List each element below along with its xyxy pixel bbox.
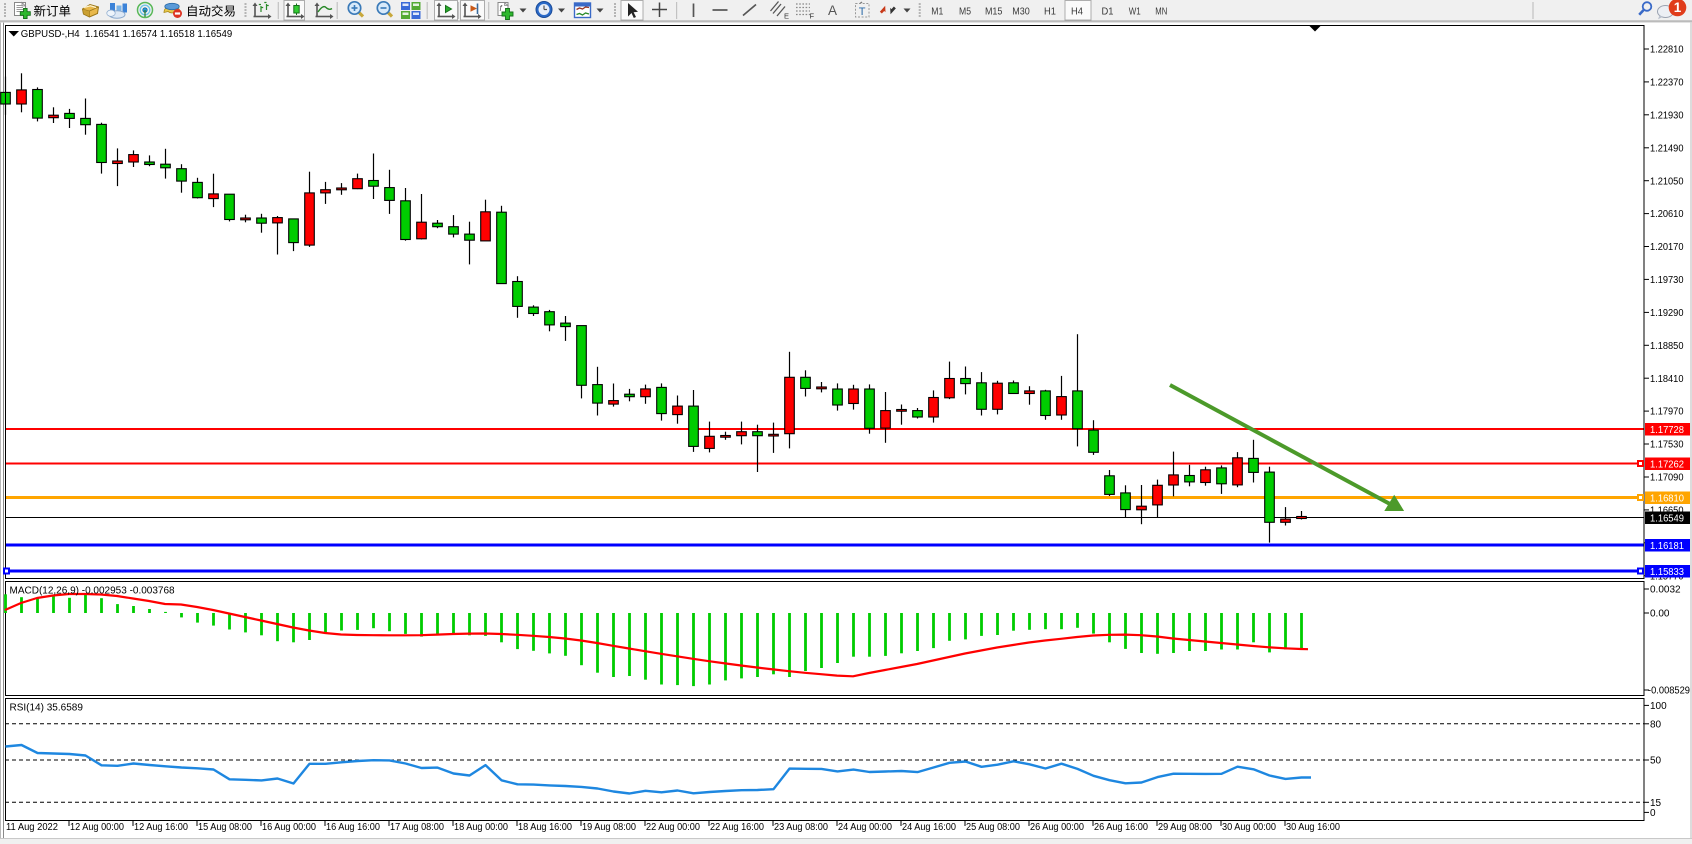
svg-text:25 Aug 08:00: 25 Aug 08:00	[966, 822, 1020, 833]
svg-text:15: 15	[1650, 798, 1662, 809]
svg-text:F: F	[810, 12, 815, 21]
svg-text:12 Aug 00:00: 12 Aug 00:00	[70, 822, 124, 833]
svg-text:MN: MN	[1155, 5, 1167, 17]
svg-text:50: 50	[1650, 756, 1662, 767]
svg-text:26 Aug 00:00: 26 Aug 00:00	[1030, 822, 1084, 833]
svg-text:MACD(12,26,9) -0.002953 -0.003: MACD(12,26,9) -0.002953 -0.003768	[10, 586, 176, 597]
svg-text:D1: D1	[1102, 5, 1114, 17]
svg-text:1.17728: 1.17728	[1650, 425, 1684, 436]
svg-text:1.21930: 1.21930	[1650, 110, 1684, 121]
svg-text:23 Aug 08:00: 23 Aug 08:00	[774, 822, 828, 833]
svg-text:1.16181: 1.16181	[1650, 541, 1684, 552]
svg-text:1.19730: 1.19730	[1650, 275, 1684, 286]
svg-text:H1: H1	[1044, 5, 1056, 17]
svg-text:1.18850: 1.18850	[1650, 341, 1684, 352]
svg-text:1.21050: 1.21050	[1650, 176, 1684, 187]
svg-text:T: T	[859, 6, 866, 18]
svg-text:18 Aug 16:00: 18 Aug 16:00	[518, 822, 572, 833]
svg-text:RSI(14) 35.6589: RSI(14) 35.6589	[10, 703, 84, 714]
svg-text:29 Aug 08:00: 29 Aug 08:00	[1158, 822, 1212, 833]
svg-text:1.16549: 1.16549	[1650, 513, 1684, 524]
svg-text:80: 80	[1650, 719, 1662, 730]
svg-text:A: A	[828, 3, 837, 18]
svg-text:19 Aug 08:00: 19 Aug 08:00	[582, 822, 636, 833]
svg-text:1.15833: 1.15833	[1650, 567, 1684, 578]
svg-text:M5: M5	[959, 5, 971, 17]
svg-text:24 Aug 00:00: 24 Aug 00:00	[838, 822, 892, 833]
svg-text:E: E	[784, 12, 789, 21]
svg-text:12 Aug 16:00: 12 Aug 16:00	[134, 822, 188, 833]
svg-text:H4: H4	[1071, 5, 1083, 17]
svg-text:1.17970: 1.17970	[1650, 407, 1684, 418]
svg-text:16 Aug 16:00: 16 Aug 16:00	[326, 822, 380, 833]
svg-text:f: f	[500, 4, 503, 13]
svg-text:M1: M1	[931, 5, 943, 17]
svg-text:1.17090: 1.17090	[1650, 473, 1684, 484]
svg-text:22 Aug 00:00: 22 Aug 00:00	[646, 822, 700, 833]
svg-text:1.22370: 1.22370	[1650, 78, 1684, 89]
svg-text:22 Aug 16:00: 22 Aug 16:00	[710, 822, 764, 833]
svg-text:1.17262: 1.17262	[1650, 459, 1684, 470]
svg-text:0.0032: 0.0032	[1650, 585, 1681, 596]
svg-text:11 Aug 2022: 11 Aug 2022	[6, 822, 58, 833]
svg-text:1.19290: 1.19290	[1650, 308, 1684, 319]
svg-text:1.20170: 1.20170	[1650, 242, 1684, 253]
svg-text:1.18410: 1.18410	[1650, 374, 1684, 385]
svg-text:1: 1	[1674, 0, 1682, 15]
svg-text:16 Aug 00:00: 16 Aug 00:00	[262, 822, 316, 833]
svg-text:26 Aug 16:00: 26 Aug 16:00	[1094, 822, 1148, 833]
svg-text:0: 0	[1650, 808, 1656, 819]
svg-text:1.21490: 1.21490	[1650, 143, 1684, 154]
svg-text:15 Aug 08:00: 15 Aug 08:00	[198, 822, 252, 833]
svg-text:17 Aug 08:00: 17 Aug 08:00	[390, 822, 444, 833]
svg-text:24 Aug 16:00: 24 Aug 16:00	[902, 822, 956, 833]
svg-text:18 Aug 00:00: 18 Aug 00:00	[454, 822, 508, 833]
svg-text:0.00: 0.00	[1650, 609, 1670, 620]
svg-text:30 Aug 16:00: 30 Aug 16:00	[1286, 822, 1340, 833]
svg-text:30 Aug 00:00: 30 Aug 00:00	[1222, 822, 1276, 833]
svg-text:M15: M15	[985, 5, 1003, 17]
svg-text:1.16810: 1.16810	[1650, 493, 1684, 504]
svg-text:1.17530: 1.17530	[1650, 440, 1684, 451]
svg-text:1.16650: 1.16650	[1650, 506, 1684, 517]
svg-text:100: 100	[1650, 701, 1667, 712]
svg-text:1.22810: 1.22810	[1650, 45, 1684, 56]
svg-text:1.20610: 1.20610	[1650, 209, 1684, 220]
svg-text:M30: M30	[1012, 5, 1030, 17]
svg-text:-0.008529: -0.008529	[1648, 686, 1690, 697]
svg-text:GBPUSD-,H4 1.16541 1.16574 1.: GBPUSD-,H4 1.16541 1.16574 1.16518 1.165…	[21, 28, 233, 40]
svg-text:W1: W1	[1129, 5, 1141, 17]
